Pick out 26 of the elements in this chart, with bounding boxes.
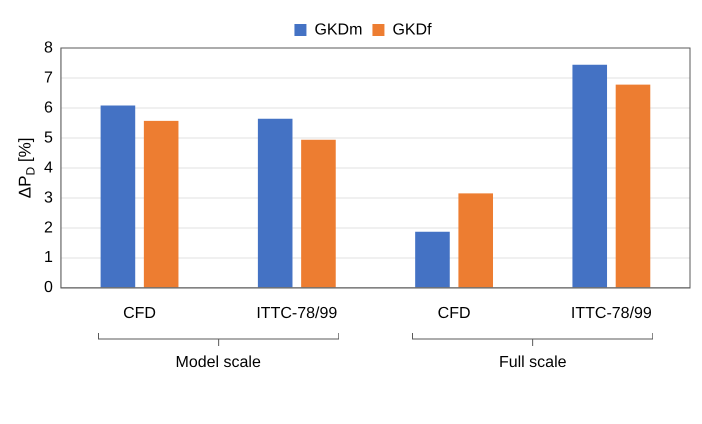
text: Model scale [175,354,261,372]
y-tick-label: 0 [44,279,53,296]
y-tick-label: 7 [44,69,53,86]
y-tick-label: 5 [44,129,53,146]
bar [301,140,336,288]
x-tick-label: CFD [123,304,156,322]
y-tick-label: 8 [44,39,53,56]
legend-label: GKDf [392,21,432,38]
y-tick-label: 4 [44,159,53,176]
y-tick-label: 2 [44,219,53,236]
x-tick-label: ITTC-78/99 [256,304,338,322]
y-tick-label: 1 [44,249,53,266]
y-tick-label: 6 [44,99,53,116]
y-tick-label: 3 [44,189,53,206]
bar [415,232,450,288]
x-tick-label: ITTC-78/99 [570,304,652,322]
bar [458,193,494,288]
bar [144,120,178,288]
bar [258,118,292,288]
legend-label: GKDm [314,21,362,38]
bar [616,84,650,288]
x-tick-label: CFD [438,304,471,322]
bar [572,64,608,288]
bar [100,106,136,288]
text: Full scale [498,354,567,372]
y-axis-title: ΔPD [%] [16,138,38,198]
